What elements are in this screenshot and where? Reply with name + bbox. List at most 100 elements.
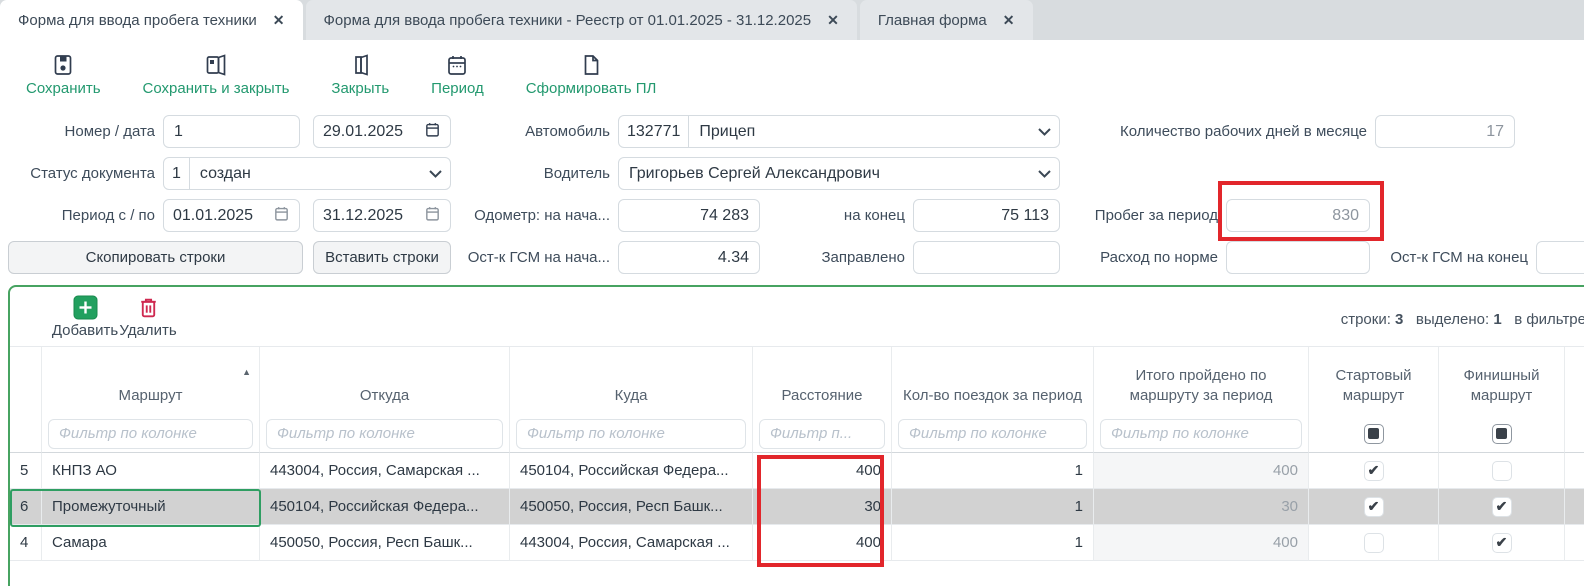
start-route-filter-checkbox[interactable] (1363, 423, 1384, 444)
delete-row-button[interactable]: Удалить (116, 295, 180, 339)
selected-count: 1 (1493, 311, 1502, 328)
from-cell[interactable]: 450104, Российская Федера... (260, 489, 510, 525)
finish-route-checkbox[interactable] (1491, 460, 1512, 481)
paste-rows-button[interactable]: Вставить строки (313, 241, 451, 274)
chevron-down-icon[interactable] (429, 165, 442, 183)
rows-count: 3 (1395, 311, 1404, 328)
filter-input-to[interactable] (516, 418, 746, 449)
finish-route-checkbox[interactable] (1491, 496, 1512, 517)
row-number-cell[interactable]: 6 (10, 489, 42, 525)
save-button[interactable]: Сохранить (26, 53, 101, 97)
toolbar-divider (10, 346, 1584, 347)
trips-cell[interactable]: 1 (892, 489, 1094, 525)
add-row-button[interactable]: Добавить (46, 295, 124, 339)
filler-cell (1565, 489, 1584, 525)
column-header-distance[interactable]: Расстояние (753, 347, 892, 415)
close-icon[interactable]: ✕ (827, 11, 839, 28)
row-number-cell[interactable]: 4 (10, 525, 42, 561)
car-select[interactable]: 132771 Прицеп (618, 115, 1060, 148)
route-cell[interactable]: Самара (42, 525, 260, 561)
row-number-header (10, 347, 42, 415)
period-button[interactable]: Период (431, 53, 484, 97)
start-route-checkbox[interactable] (1363, 460, 1384, 481)
route-cell[interactable]: КНПЗ АО (42, 453, 260, 489)
period-from-picker[interactable]: 01.01.2025 (163, 199, 300, 232)
filter-input-route[interactable] (48, 418, 253, 449)
total-cell[interactable]: 30 (1094, 489, 1309, 525)
trips-cell[interactable]: 1 (892, 525, 1094, 561)
grid-status-info: строки: 3 выделено: 1 в фильтре (1340, 311, 1584, 328)
norm-input[interactable] (1226, 241, 1370, 274)
copy-rows-button[interactable]: Скопировать строки (8, 241, 303, 274)
distance-cell[interactable]: 30 (753, 489, 892, 525)
column-header-filler (1565, 347, 1584, 415)
filler-cell (1565, 525, 1584, 561)
column-header-from[interactable]: Откуда (260, 347, 510, 415)
tab-label: Форма для ввода пробега техники - Реестр… (323, 11, 812, 29)
column-header-trips[interactable]: Кол-во поездок за период (892, 347, 1094, 415)
tab-mileage-form[interactable]: Форма для ввода пробега техники ✕ (0, 0, 303, 40)
from-cell[interactable]: 443004, Россия, Самарская ... (260, 453, 510, 489)
distance-cell[interactable]: 400 (753, 453, 892, 489)
column-header-route[interactable]: Маршрут ▲ (42, 347, 260, 415)
tab-main-form[interactable]: Главная форма ✕ (859, 0, 1033, 40)
total-cell[interactable]: 400 (1094, 525, 1309, 561)
trips-cell[interactable]: 1 (892, 453, 1094, 489)
calendar-icon[interactable] (273, 205, 290, 227)
fuel-start-input[interactable] (618, 241, 760, 274)
driver-select[interactable]: Григорьев Сергей Александрович (618, 157, 1060, 190)
filter-input-distance[interactable] (759, 418, 885, 449)
period-to-picker[interactable]: 31.12.2025 (313, 199, 451, 232)
refueled-input[interactable] (913, 241, 1060, 274)
save-close-icon (204, 53, 228, 77)
status-select[interactable]: 1 создан (163, 157, 451, 190)
column-header-finish-route[interactable]: Финишный маршрут (1439, 347, 1565, 415)
plus-icon (73, 295, 98, 320)
number-input[interactable] (163, 115, 300, 148)
chevron-down-icon[interactable] (1038, 165, 1051, 183)
fuel-end-label: Ост-к ГСМ на конец (1390, 249, 1528, 266)
to-cell[interactable]: 450104, Российская Федера... (510, 453, 753, 489)
column-header-to[interactable]: Куда (510, 347, 753, 415)
mileage-input[interactable] (1226, 199, 1370, 232)
start-route-checkbox[interactable] (1363, 532, 1384, 553)
save-icon (51, 53, 75, 77)
finish-route-checkbox[interactable] (1491, 532, 1512, 553)
to-cell[interactable]: 450050, Россия, Респ Башк... (510, 489, 753, 525)
start-route-checkbox[interactable] (1363, 496, 1384, 517)
close-button[interactable]: Закрыть (331, 53, 389, 97)
column-header-start-route[interactable]: Стартовый маршрут (1309, 347, 1439, 415)
mileage-label: Пробег за период (1094, 207, 1218, 224)
distance-cell[interactable]: 400 (753, 525, 892, 561)
close-icon[interactable]: ✕ (1002, 11, 1015, 28)
routes-table: Маршрут ▲ Откуда Куда Расстояние Кол-во … (10, 347, 1584, 561)
calendar-icon[interactable] (424, 121, 441, 143)
save-and-close-button[interactable]: Сохранить и закрыть (143, 53, 289, 97)
refueled-label: Заправлено (821, 249, 905, 266)
document-date-picker[interactable]: 29.01.2025 (313, 115, 451, 148)
filter-input-total[interactable] (1100, 418, 1302, 449)
from-cell[interactable]: 450050, Россия, Респ Башк... (260, 525, 510, 561)
finish-route-filter-checkbox[interactable] (1491, 423, 1512, 444)
calendar-icon[interactable] (424, 205, 441, 227)
total-cell[interactable]: 400 (1094, 453, 1309, 489)
generate-waybill-button[interactable]: Сформировать ПЛ (526, 53, 656, 97)
close-icon[interactable]: ✕ (272, 11, 285, 28)
to-cell[interactable]: 443004, Россия, Самарская ... (510, 525, 753, 561)
column-header-total[interactable]: Итого пройдено по маршруту за период (1094, 347, 1309, 415)
fuel-end-input[interactable] (1536, 241, 1584, 274)
workdays-label: Количество рабочих дней в месяце (1120, 123, 1367, 140)
chevron-down-icon[interactable] (1038, 123, 1051, 141)
row-number-cell[interactable]: 5 (10, 453, 42, 489)
workdays-input[interactable] (1375, 115, 1515, 148)
filter-input-trips[interactable] (898, 418, 1087, 449)
number-date-label: Номер / дата (64, 123, 155, 140)
filter-cell-filler (1565, 415, 1584, 453)
norm-label: Расход по норме (1100, 249, 1218, 266)
filter-input-from[interactable] (266, 418, 503, 449)
tab-mileage-register[interactable]: Форма для ввода пробега техники - Реестр… (305, 0, 857, 40)
tab-label: Форма для ввода пробега техники (18, 11, 257, 29)
odometer-start-input[interactable] (618, 199, 760, 232)
odometer-end-input[interactable] (913, 199, 1060, 232)
route-cell[interactable]: Промежуточный (42, 489, 260, 525)
